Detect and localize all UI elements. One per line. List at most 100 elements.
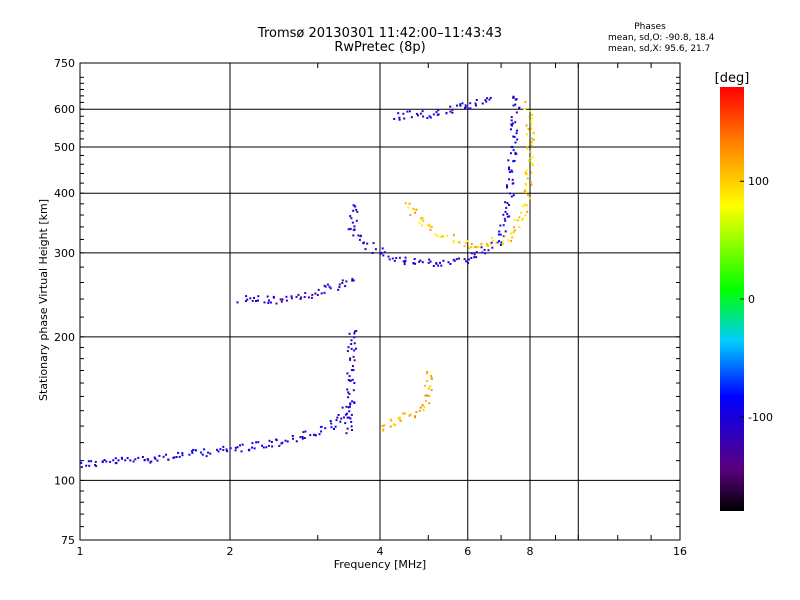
- data-point: [512, 226, 515, 229]
- data-point: [529, 150, 532, 153]
- data-point: [508, 171, 511, 173]
- data-point: [475, 256, 478, 259]
- data-point: [427, 387, 430, 390]
- data-point: [388, 258, 391, 261]
- data-point: [257, 441, 260, 444]
- data-point: [429, 116, 432, 119]
- data-point: [397, 112, 400, 115]
- data-point: [313, 433, 316, 436]
- data-point: [407, 206, 410, 209]
- data-point: [284, 439, 287, 442]
- data-point: [393, 259, 396, 262]
- data-point: [452, 258, 455, 261]
- data-point: [350, 413, 353, 416]
- data-point: [426, 380, 429, 383]
- data-point: [363, 241, 365, 244]
- data-point: [348, 405, 351, 408]
- data-point: [265, 446, 268, 449]
- data-point: [521, 217, 524, 220]
- data-point: [514, 103, 517, 106]
- data-point: [469, 107, 472, 110]
- data-point: [324, 427, 327, 430]
- data-point: [495, 241, 498, 244]
- data-point: [502, 241, 505, 244]
- data-point: [500, 241, 503, 244]
- data-point: [489, 243, 492, 246]
- colorbar-tick-label: 100: [748, 175, 769, 188]
- data-point: [349, 358, 352, 361]
- data-point: [341, 282, 344, 284]
- data-point: [432, 265, 435, 267]
- data-point: [270, 441, 273, 443]
- data-point: [467, 258, 470, 261]
- data-point: [473, 245, 476, 248]
- data-point: [380, 251, 383, 254]
- data-point: [510, 169, 513, 172]
- data-point: [409, 413, 412, 416]
- data-point: [470, 246, 473, 248]
- data-point: [229, 447, 232, 450]
- data-point: [134, 458, 137, 461]
- data-point: [428, 402, 431, 405]
- data-point: [459, 104, 462, 107]
- y-tick-label: 75: [61, 534, 75, 547]
- data-point: [299, 298, 302, 300]
- data-point: [513, 135, 516, 138]
- data-point: [88, 464, 91, 467]
- data-point: [374, 248, 377, 251]
- data-point: [475, 104, 477, 107]
- data-point: [352, 355, 355, 358]
- data-point: [404, 412, 407, 415]
- data-point: [352, 365, 354, 367]
- data-point: [304, 292, 307, 294]
- data-point: [261, 444, 264, 447]
- data-point: [435, 111, 438, 114]
- data-point: [424, 384, 426, 387]
- data-point: [408, 110, 411, 113]
- data-point: [285, 295, 288, 298]
- data-point: [398, 118, 401, 121]
- data-point: [427, 261, 430, 264]
- data-point: [398, 116, 401, 119]
- data-point: [452, 240, 455, 243]
- data-point: [442, 259, 445, 262]
- data-point: [504, 201, 507, 204]
- data-point: [353, 332, 356, 335]
- data-point: [422, 409, 425, 412]
- data-point: [87, 460, 90, 463]
- y-tick-label: 200: [54, 331, 75, 344]
- data-point: [503, 217, 506, 220]
- data-point: [317, 288, 320, 291]
- data-point: [456, 104, 458, 107]
- data-point: [263, 301, 266, 304]
- data-point: [355, 219, 358, 222]
- data-point: [267, 301, 270, 304]
- data-point: [426, 394, 429, 397]
- data-point: [333, 428, 335, 430]
- data-point: [347, 396, 350, 399]
- data-point: [292, 437, 294, 440]
- data-point: [404, 259, 407, 262]
- data-point: [346, 350, 349, 353]
- data-point: [497, 233, 500, 236]
- data-point: [330, 422, 333, 425]
- data-point: [268, 439, 271, 442]
- data-point: [354, 347, 357, 350]
- data-point: [216, 448, 218, 451]
- data-point: [469, 102, 472, 105]
- data-point: [508, 166, 510, 169]
- data-point: [301, 437, 304, 440]
- data-point: [383, 251, 386, 254]
- data-point: [430, 376, 433, 379]
- data-point: [234, 449, 237, 452]
- data-point: [347, 228, 350, 231]
- data-point: [529, 197, 531, 200]
- data-point: [428, 115, 431, 118]
- data-point: [341, 279, 344, 282]
- data-point: [330, 426, 333, 429]
- data-point: [487, 249, 490, 252]
- data-point: [513, 218, 516, 221]
- data-point: [126, 457, 129, 460]
- data-point: [452, 241, 455, 244]
- data-point: [420, 218, 423, 221]
